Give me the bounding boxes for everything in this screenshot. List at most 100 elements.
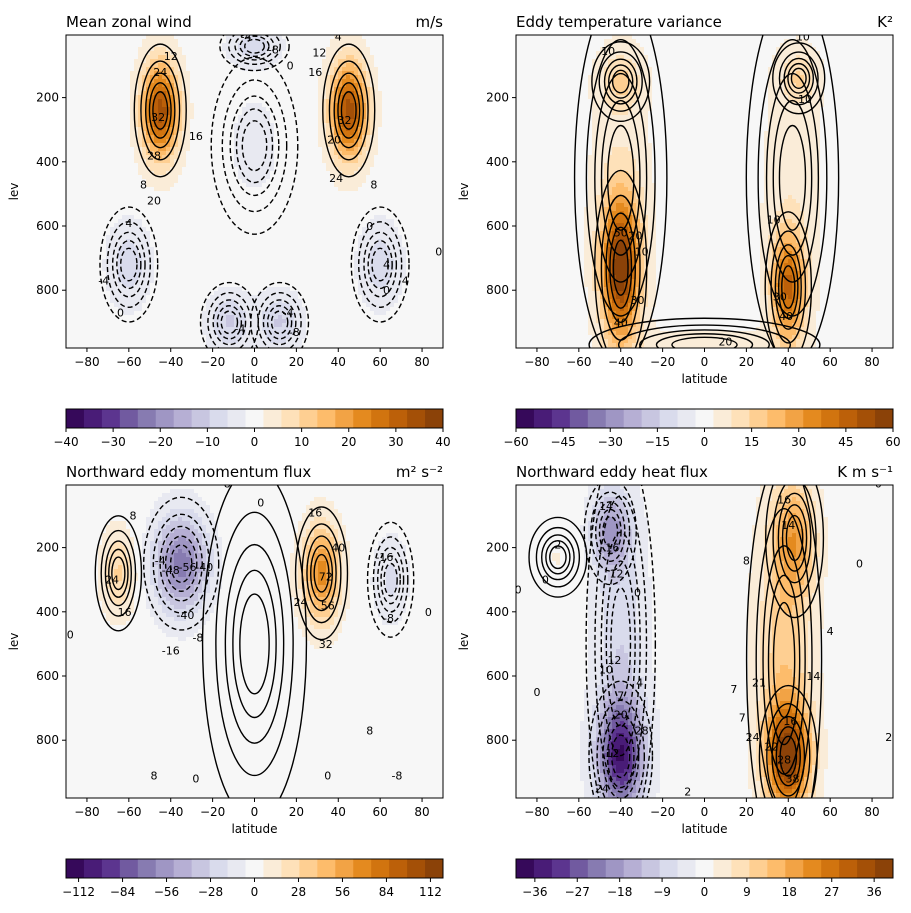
contour-label: 24 <box>746 731 760 744</box>
colorbar-segment <box>569 409 589 428</box>
contour-label: 4 <box>402 275 409 288</box>
colorbar-segment <box>767 859 786 878</box>
contour-label: 0 <box>324 770 331 783</box>
contour-line <box>612 239 629 296</box>
colorbar-segment <box>317 859 336 878</box>
contour-label: 16 <box>189 130 203 143</box>
contour-line <box>216 305 243 340</box>
contour-line <box>775 726 801 787</box>
colorbar-segment <box>677 859 697 878</box>
contour-label: -4 <box>283 307 294 320</box>
colorbar-segment <box>659 859 679 878</box>
y-tick-label: 200 <box>486 91 509 105</box>
colorbar-tick-label: 18 <box>782 885 797 899</box>
contour-label: 30 <box>630 294 644 307</box>
colorbar-segment <box>263 409 282 428</box>
colorbar-segment <box>101 859 121 878</box>
contour-line <box>781 265 796 309</box>
x-tick-label: −60 <box>566 355 591 369</box>
colorbar-tick-label: 20 <box>341 435 356 449</box>
contour-line <box>583 485 637 586</box>
x-axis-label: latitude <box>681 822 727 836</box>
colorbar-tick-label: −20 <box>148 435 173 449</box>
contour-label: -8 <box>391 770 402 783</box>
colorbar-segment <box>857 409 876 428</box>
contour-label: 0 <box>383 284 390 297</box>
contour-line <box>585 485 657 798</box>
contour-line <box>528 516 588 598</box>
contour-label: 12 <box>312 47 326 60</box>
contour-lines <box>94 485 415 798</box>
contour-line <box>590 491 631 572</box>
contour-line <box>366 521 415 638</box>
contour-line <box>766 702 811 798</box>
contour-label: 72 <box>319 570 333 583</box>
colorbar-tick-label: −30 <box>598 435 623 449</box>
colorbar-segment <box>66 859 85 878</box>
contour-label: 10 <box>767 214 781 227</box>
contour-line <box>372 536 409 624</box>
y-tick-label: 400 <box>486 605 509 619</box>
contour-label: 24 <box>105 574 119 587</box>
contour-label: 16 <box>308 506 322 519</box>
colorbar-tick-label: −84 <box>110 885 135 899</box>
contour-line <box>772 42 826 115</box>
contour-line <box>94 515 143 632</box>
x-tick-label: 20 <box>739 805 754 819</box>
contour-line <box>111 231 146 298</box>
colorbar-segment <box>587 859 607 878</box>
contour-label: 4 <box>383 259 390 272</box>
colorbar-segment <box>191 859 211 878</box>
contour-line <box>573 35 668 348</box>
colorbar-segment <box>371 859 390 878</box>
x-tick-label: 80 <box>864 355 879 369</box>
colorbar-tick-label: −27 <box>565 885 590 899</box>
contour-label: 28 <box>635 725 649 738</box>
contour-line <box>169 544 193 584</box>
filled-contours <box>516 485 893 798</box>
colorbar-segment <box>209 859 229 878</box>
contour-label: 21 <box>752 676 766 689</box>
contour-label: 22 <box>765 741 779 754</box>
colorbar-tick-label: −9 <box>653 885 671 899</box>
contour-label: 16 <box>777 493 791 506</box>
contour-label: -8 <box>289 326 300 339</box>
contour-line <box>241 120 268 172</box>
contour-label: 16 <box>118 606 132 619</box>
contour-line <box>234 35 275 61</box>
contour-line <box>609 226 633 309</box>
y-axis: 200 400 600 800 lev <box>457 541 516 747</box>
colorbar-segment <box>371 409 390 428</box>
contour-line <box>201 485 308 798</box>
contour-label: 28 <box>777 753 791 766</box>
contour-label: 2 <box>684 786 691 799</box>
x-tick-label: −20 <box>200 805 225 819</box>
x-tick-label: 40 <box>781 355 796 369</box>
colorbar-segment <box>659 409 679 428</box>
colorbar: −60 −45 −30 −15 0 15 30 45 60 <box>503 408 901 449</box>
contour-line <box>152 91 169 130</box>
y-tick-label: 200 <box>36 91 59 105</box>
contour-label: 0 <box>425 606 432 619</box>
colorbar-segment <box>587 409 607 428</box>
contour-line <box>764 211 813 348</box>
colorbar-segment <box>227 409 247 428</box>
contour-line <box>774 244 802 330</box>
contour-labels: 82416-4-48-56-40-40-8-16080167240245632-… <box>67 485 432 786</box>
y-axis-label: lev <box>7 633 21 651</box>
contour-line <box>337 82 361 139</box>
colorbar-segment <box>209 409 229 428</box>
contour-label: 14 <box>781 519 795 532</box>
x-tick-label: 20 <box>289 355 304 369</box>
contour-label: 4 <box>636 676 643 689</box>
colorbar-segment <box>623 859 643 878</box>
colorbar-segment <box>137 859 157 878</box>
colorbar-tick-label: −36 <box>522 885 547 899</box>
colorbar-segment <box>695 409 714 428</box>
contour-label: 30 <box>773 291 787 304</box>
contour-label: 0 <box>542 574 549 587</box>
contour-line <box>152 513 210 614</box>
contour-line <box>779 735 798 777</box>
contour-line <box>380 555 401 605</box>
